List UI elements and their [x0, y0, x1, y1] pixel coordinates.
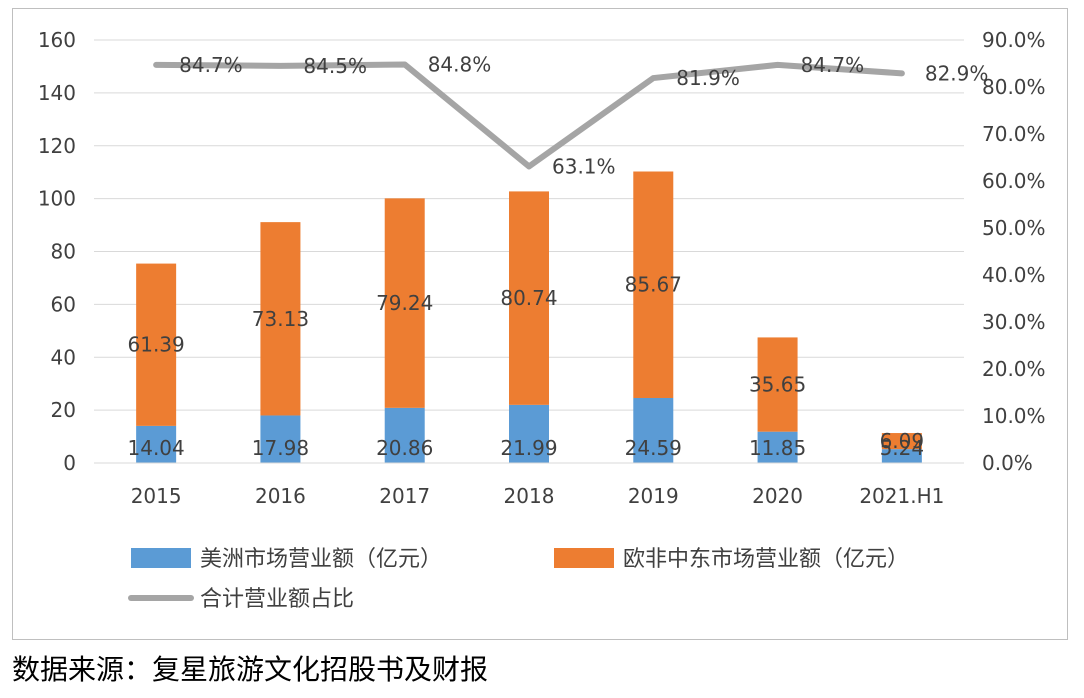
bar-segment — [757, 431, 798, 463]
legend-label-emea: 欧非中东市场营业额（亿元） — [623, 547, 909, 572]
y-right-tick-label: 60.0% — [982, 169, 1046, 193]
y-left-tick-label: 160 — [38, 28, 76, 52]
ratio-value-label: 84.5% — [303, 54, 367, 78]
y-left-tick-label: 120 — [38, 134, 76, 158]
bars — [136, 171, 922, 463]
y-right-tick-label: 90.0% — [982, 28, 1046, 52]
bar-segment — [384, 198, 425, 408]
bar-segment — [509, 404, 549, 463]
x-tick-label: 2021.H1 — [859, 484, 944, 508]
x-tick-label: 2016 — [255, 484, 306, 508]
y-right-tick-label: 0.0% — [982, 451, 1033, 475]
y-right-tick-label: 80.0% — [982, 75, 1046, 99]
y-left-tick-label: 40 — [51, 345, 76, 369]
ratio-value-label: 82.9% — [925, 61, 989, 85]
bar-value-label: 24.59 — [625, 436, 682, 460]
y-left-tick-label: 80 — [51, 240, 76, 264]
bar-segment — [633, 171, 674, 398]
bar-value-label: 73.13 — [252, 307, 309, 331]
ratio-point — [402, 62, 407, 67]
bar-value-label: 35.65 — [749, 373, 806, 397]
x-tick-label: 2019 — [628, 484, 679, 508]
ratio-value-label: 63.1% — [552, 154, 616, 178]
bar-segment — [633, 397, 674, 463]
axes: 0 20 40 60 80 100 120 140 160 0.0% 10.0% 20.0% 30.0%… — [38, 28, 1046, 508]
bar-value-label: 79.24 — [376, 291, 433, 315]
y-left-tick-label: 100 — [38, 187, 76, 211]
legend-swatch-americas — [131, 548, 191, 568]
bar-segment — [881, 433, 922, 450]
bar-segment — [757, 337, 798, 432]
legend-label-ratio: 合计营业额占比 — [200, 587, 354, 612]
bar-value-label: 6.09 — [880, 429, 925, 453]
data-labels: 14.04 17.98 20.86 21.99 24.59 11.85 5.24 61.39 7… — [128, 52, 989, 460]
bar-value-label: 85.67 — [625, 273, 682, 297]
ratio-point — [154, 62, 159, 67]
ratio-value-label: 84.8% — [428, 52, 492, 76]
y-right-tick-label: 70.0% — [982, 122, 1046, 146]
y-left-tick-label: 140 — [38, 81, 76, 105]
x-tick-label: 2018 — [504, 484, 555, 508]
source-note: 数据来源：复星旅游文化招股书及财报 — [12, 653, 489, 686]
ratio-point — [775, 62, 780, 67]
bar-value-label: 21.99 — [500, 436, 557, 460]
ratio-point — [278, 63, 283, 68]
bar-segment — [881, 449, 922, 463]
legend-label-americas: 美洲市场营业额（亿元） — [200, 547, 442, 572]
bar-segment — [509, 191, 549, 405]
y-right-tick-label: 20.0% — [982, 357, 1046, 381]
bar-value-label: 17.98 — [252, 436, 309, 460]
chart-frame: 14.04 17.98 20.86 21.99 24.59 11.85 5.24 61.39 7… — [12, 8, 1068, 640]
ratio-point — [527, 164, 531, 169]
ratio-value-label: 81.9% — [676, 66, 740, 90]
bar-segment — [260, 415, 301, 463]
y-right-tick-label: 40.0% — [982, 263, 1046, 287]
bar-segment — [260, 222, 301, 416]
y-left-tick-label: 60 — [51, 292, 76, 316]
bar-value-label: 20.86 — [376, 436, 433, 460]
x-tick-label: 2015 — [131, 484, 182, 508]
x-tick-label: 2020 — [752, 484, 803, 508]
y-left-tick-label: 20 — [51, 398, 76, 422]
bar-segment — [136, 425, 177, 463]
bar-value-label: 14.04 — [128, 436, 185, 460]
y-left-tick-label: 0 — [63, 451, 76, 475]
bar-value-label: 11.85 — [749, 436, 806, 460]
ratio-point — [899, 71, 904, 76]
bar-value-label: 61.39 — [128, 333, 185, 357]
y-right-tick-label: 10.0% — [982, 404, 1046, 428]
y-right-tick-label: 30.0% — [982, 310, 1046, 334]
bar-value-label: 80.74 — [500, 286, 557, 310]
legend-swatch-emea — [554, 548, 614, 568]
bar-segment — [384, 407, 425, 463]
ratio-polyline — [153, 61, 905, 170]
ratio-value-label: 84.7% — [801, 53, 865, 77]
legend: 美洲市场营业额（亿元） 欧非中东市场营业额（亿元） 合计营业额占比 — [128, 547, 909, 612]
x-tick-label: 2017 — [379, 484, 430, 508]
ratio-line — [153, 61, 905, 170]
bar-segment — [136, 263, 177, 426]
ratio-point — [651, 76, 656, 81]
ratio-value-label: 84.7% — [179, 53, 243, 77]
bar-value-label: 5.24 — [880, 436, 925, 460]
combo-chart: 14.04 17.98 20.86 21.99 24.59 11.85 5.24 61.39 7… — [38, 28, 1046, 612]
y-right-tick-label: 50.0% — [982, 216, 1046, 240]
